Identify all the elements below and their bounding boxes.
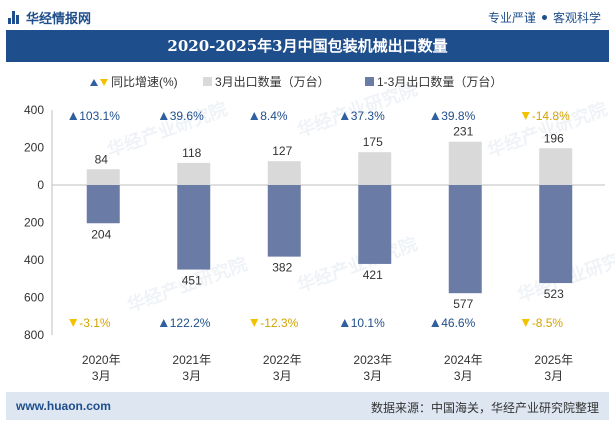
chart-title: 2020-2025年3月中国包装机械出口数量: [6, 30, 609, 62]
x-tick-label-year: 2025年: [534, 353, 573, 367]
bar-cumulative: [267, 185, 301, 257]
y-tick-label: 200: [24, 216, 44, 230]
data-label-march: 127: [272, 144, 292, 158]
watermark-text: 华经产业研究院: [294, 233, 420, 297]
growth-cumulative-up-triangle-icon: [431, 319, 440, 327]
site-name: 华经情报网: [26, 11, 92, 26]
dot-separator-icon: [541, 15, 547, 20]
slogan-right: 客观科学: [552, 11, 601, 25]
data-label-cumulative: 421: [363, 268, 383, 282]
growth-march-label: 103.1%: [79, 109, 120, 123]
x-tick-label-year: 2023年: [353, 353, 392, 367]
legend-cumulative-swatch: [365, 77, 374, 86]
legend-growth-label: 同比增速(%): [111, 75, 178, 89]
bar-cumulative: [539, 185, 573, 284]
growth-march-up-triangle-icon: [69, 112, 78, 120]
x-tick-label-month: 3月: [182, 369, 201, 383]
bar-cumulative: [86, 185, 120, 224]
bar-chart: 华经产业研究院华经产业研究院华经产业研究院华经产业研究院华经产业研究院华经产业研…: [24, 74, 615, 383]
data-label-march: 118: [182, 146, 201, 160]
bar-cumulative: [177, 185, 211, 270]
x-tick-label-year: 2020年: [82, 353, 121, 367]
slogan: 专业严谨 客观科学: [488, 9, 601, 26]
growth-march-label: 37.3%: [351, 109, 385, 123]
x-tick-label-month: 3月: [92, 369, 111, 383]
bar-march: [177, 162, 211, 185]
data-label-cumulative: 523: [544, 287, 564, 301]
x-tick-label-year: 2021年: [172, 353, 211, 367]
legend-down-triangle-icon: [100, 79, 108, 86]
legend-up-triangle-icon: [90, 79, 98, 86]
growth-march-up-triangle-icon: [159, 112, 168, 120]
data-label-march: 175: [363, 135, 383, 149]
bar-march: [448, 141, 482, 185]
growth-march-down-triangle-icon: [521, 112, 530, 120]
bar-march: [267, 161, 301, 185]
y-tick-label: 600: [24, 291, 44, 305]
growth-cumulative-label: -12.3%: [260, 316, 298, 330]
y-tick-label: 400: [24, 253, 44, 267]
growth-march-up-triangle-icon: [340, 112, 349, 120]
footer-source: 数据来源：中国海关，华经产业研究院整理: [370, 401, 599, 415]
y-tick-label: 200: [24, 141, 44, 155]
growth-cumulative-label: 122.2%: [170, 316, 211, 330]
bar-cumulative: [358, 185, 392, 264]
growth-march-label: 39.8%: [441, 109, 475, 123]
data-label-march: 231: [453, 125, 473, 139]
legend-march-swatch: [203, 77, 212, 86]
bar-march: [86, 169, 120, 185]
legend-cumulative-label: 1-3月出口数量（万台）: [377, 74, 502, 89]
x-tick-label-month: 3月: [273, 369, 292, 383]
bar-march: [358, 152, 392, 185]
legend-march-label: 3月出口数量（万台）: [215, 74, 330, 89]
growth-cumulative-up-triangle-icon: [159, 319, 168, 327]
data-label-cumulative: 577: [453, 297, 473, 311]
x-tick-label-month: 3月: [544, 369, 563, 383]
footer-url[interactable]: www.huaon.com: [16, 399, 111, 413]
y-tick-label: 400: [24, 103, 44, 117]
growth-cumulative-label: 10.1%: [351, 316, 385, 330]
slogan-left: 专业严谨: [487, 11, 536, 25]
growth-march-label: 39.6%: [170, 109, 204, 123]
growth-march-up-triangle-icon: [250, 112, 259, 120]
site-logo[interactable]: 华经情报网: [8, 8, 91, 27]
growth-cumulative-up-triangle-icon: [340, 319, 349, 327]
data-label-march: 84: [95, 152, 109, 166]
growth-march-up-triangle-icon: [431, 112, 440, 120]
x-tick-label-month: 3月: [454, 369, 473, 383]
growth-march-label: -14.8%: [532, 109, 570, 123]
y-tick-label: 0: [37, 178, 44, 192]
footer: www.huaon.com 数据来源：中国海关，华经产业研究院整理: [6, 392, 609, 420]
data-label-cumulative: 382: [272, 261, 292, 275]
growth-cumulative-down-triangle-icon: [69, 319, 78, 327]
growth-cumulative-down-triangle-icon: [250, 319, 259, 327]
growth-cumulative-down-triangle-icon: [521, 319, 530, 327]
watermark-text: 华经产业研究院: [104, 98, 230, 162]
x-tick-label-month: 3月: [363, 369, 382, 383]
growth-cumulative-label: -8.5%: [532, 316, 564, 330]
data-label-cumulative: 451: [182, 274, 202, 288]
y-tick-label: 800: [24, 328, 44, 342]
x-tick-label-year: 2022年: [263, 353, 302, 367]
growth-march-label: 8.4%: [260, 109, 288, 123]
x-tick-label-year: 2024年: [444, 353, 483, 367]
logo-bars-icon: [8, 11, 20, 24]
data-label-march: 196: [544, 131, 564, 145]
data-label-cumulative: 204: [91, 227, 111, 241]
bar-cumulative: [448, 185, 482, 294]
growth-cumulative-label: 46.6%: [441, 316, 475, 330]
growth-cumulative-label: -3.1%: [79, 316, 111, 330]
top-bar: 华经情报网 专业严谨 客观科学: [0, 0, 615, 30]
bar-march: [539, 148, 573, 185]
